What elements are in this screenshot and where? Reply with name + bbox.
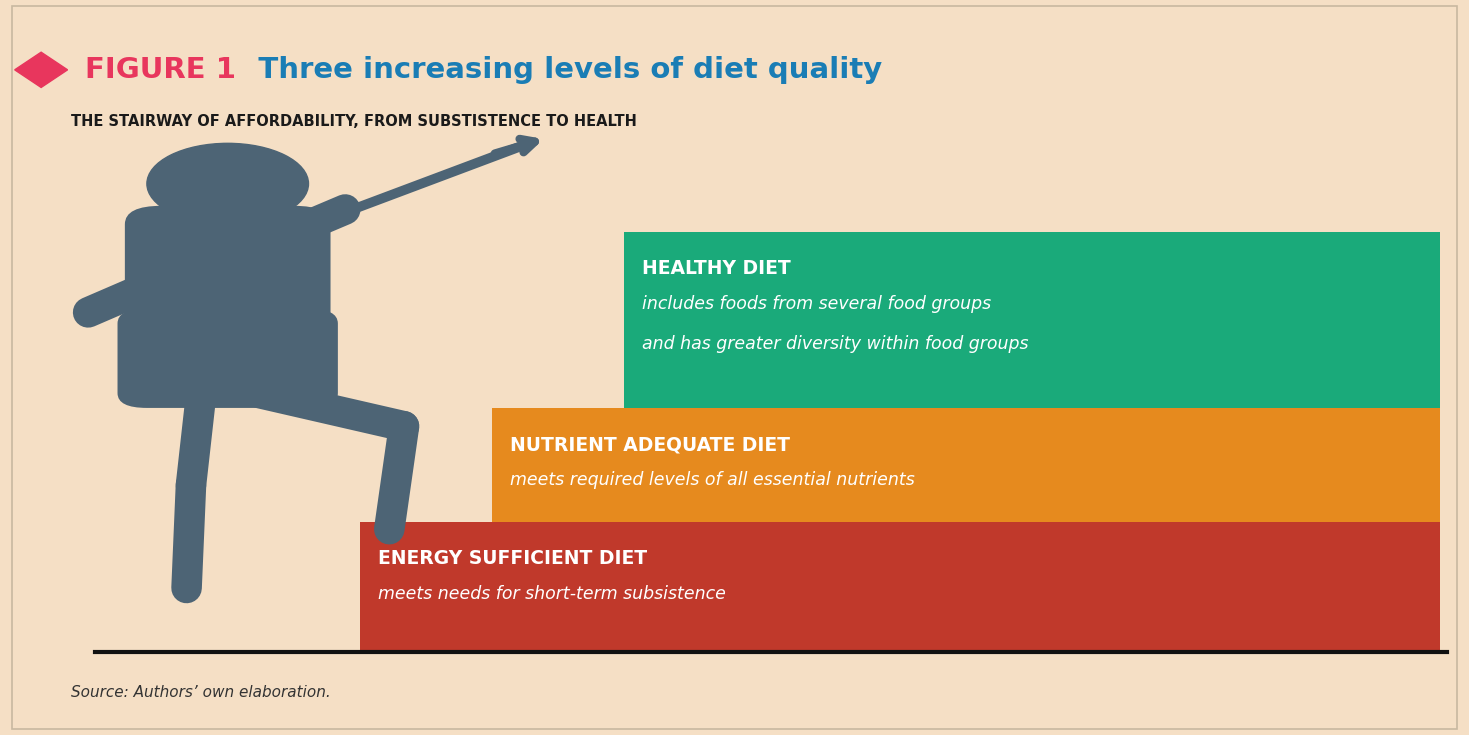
Polygon shape [15,52,68,87]
Text: Source: Authors’ own elaboration.: Source: Authors’ own elaboration. [71,685,331,700]
Text: FIGURE 1: FIGURE 1 [85,56,237,84]
Bar [360,522,1440,650]
Text: Three increasing levels of diet quality: Three increasing levels of diet quality [228,56,881,84]
Text: includes foods from several food groups: includes foods from several food groups [642,295,992,312]
Text: ENERGY SUFFICIENT DIET: ENERGY SUFFICIENT DIET [378,549,646,568]
FancyBboxPatch shape [125,206,331,356]
Text: and has greater diversity within food groups: and has greater diversity within food gr… [642,335,1028,353]
Text: NUTRIENT ADEQUATE DIET: NUTRIENT ADEQUATE DIET [510,435,790,454]
Text: meets required levels of all essential nutrients: meets required levels of all essential n… [510,471,915,489]
Text: HEALTHY DIET: HEALTHY DIET [642,259,790,278]
Circle shape [147,143,308,224]
Text: THE STAIRWAY OF AFFORDABILITY, FROM SUBSTISTENCE TO HEALTH: THE STAIRWAY OF AFFORDABILITY, FROM SUBS… [71,114,636,129]
Bar [492,408,1440,522]
Bar [624,232,1440,408]
FancyBboxPatch shape [118,309,338,408]
Text: meets needs for short-term subsistence: meets needs for short-term subsistence [378,585,726,603]
